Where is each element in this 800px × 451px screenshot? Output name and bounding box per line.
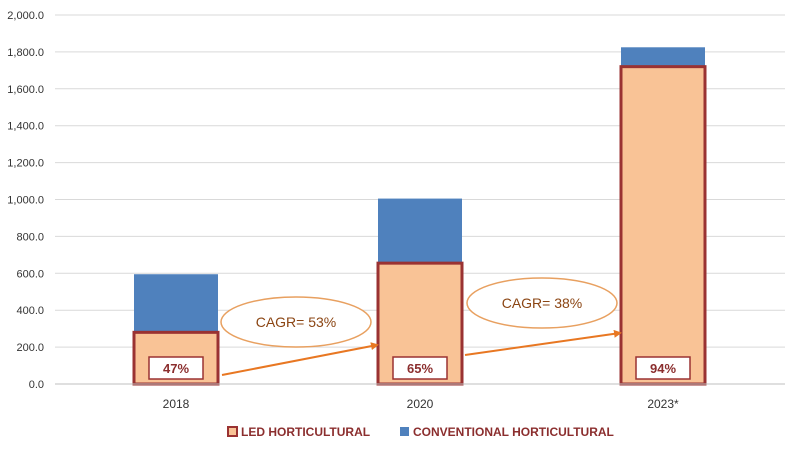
led-share-box [392,356,448,380]
y-tick-label: 1,800.0 [7,47,44,59]
led-share-label: 94% [650,361,676,376]
y-tick-label: 0.0 [29,379,44,391]
y-tick-label: 1,600.0 [7,84,44,96]
legend-label-led: LED HORTICULTURAL [241,425,370,439]
cagr-arrow [221,342,379,376]
x-tick-label: 2018 [163,397,190,411]
bar-conventional [621,47,705,67]
y-tick-label: 800.0 [16,231,44,243]
y-tick-label: 1,200.0 [7,158,44,170]
bars: 47% 65% 94% [132,47,707,386]
y-tick-label: 600.0 [16,268,44,280]
legend: LED HORTICULTURAL CONVENTIONAL HORTICULTU… [227,425,614,439]
bar-conventional [378,198,462,264]
bar-conventional [134,274,218,333]
y-axis: 0.0 200.0 400.0 600.0 800.0 1,000.0 1,200.0 1,4… [7,10,44,391]
cagr-label: CAGR= 38% [502,295,583,311]
x-tick-label: 2023* [647,397,679,411]
y-tick-label: 400.0 [16,305,44,317]
cagr-ellipse [220,296,372,348]
legend-swatch-conventional [400,427,409,436]
cagr-arrow [464,329,622,356]
annotations: CAGR= 53% CAGR= 38% [220,277,622,376]
legend-swatch-led [227,426,238,437]
led-share-label: 47% [163,361,189,376]
led-share-box [148,356,204,380]
led-share-box [635,356,691,380]
x-tick-label: 2020 [407,397,434,411]
y-tick-label: 200.0 [16,342,44,354]
y-tick-label: 2,000.0 [7,10,44,22]
x-axis: 2018 2020 2023* [55,383,785,411]
cagr-ellipse [466,277,618,329]
led-share-label: 65% [407,361,433,376]
cagr-label: CAGR= 53% [256,314,337,330]
y-tick-label: 1,000.0 [7,195,44,207]
y-tick-label: 1,400.0 [7,121,44,133]
legend-label-conventional: CONVENTIONAL HORTICULTURAL [413,425,614,439]
bar-led [619,65,707,386]
